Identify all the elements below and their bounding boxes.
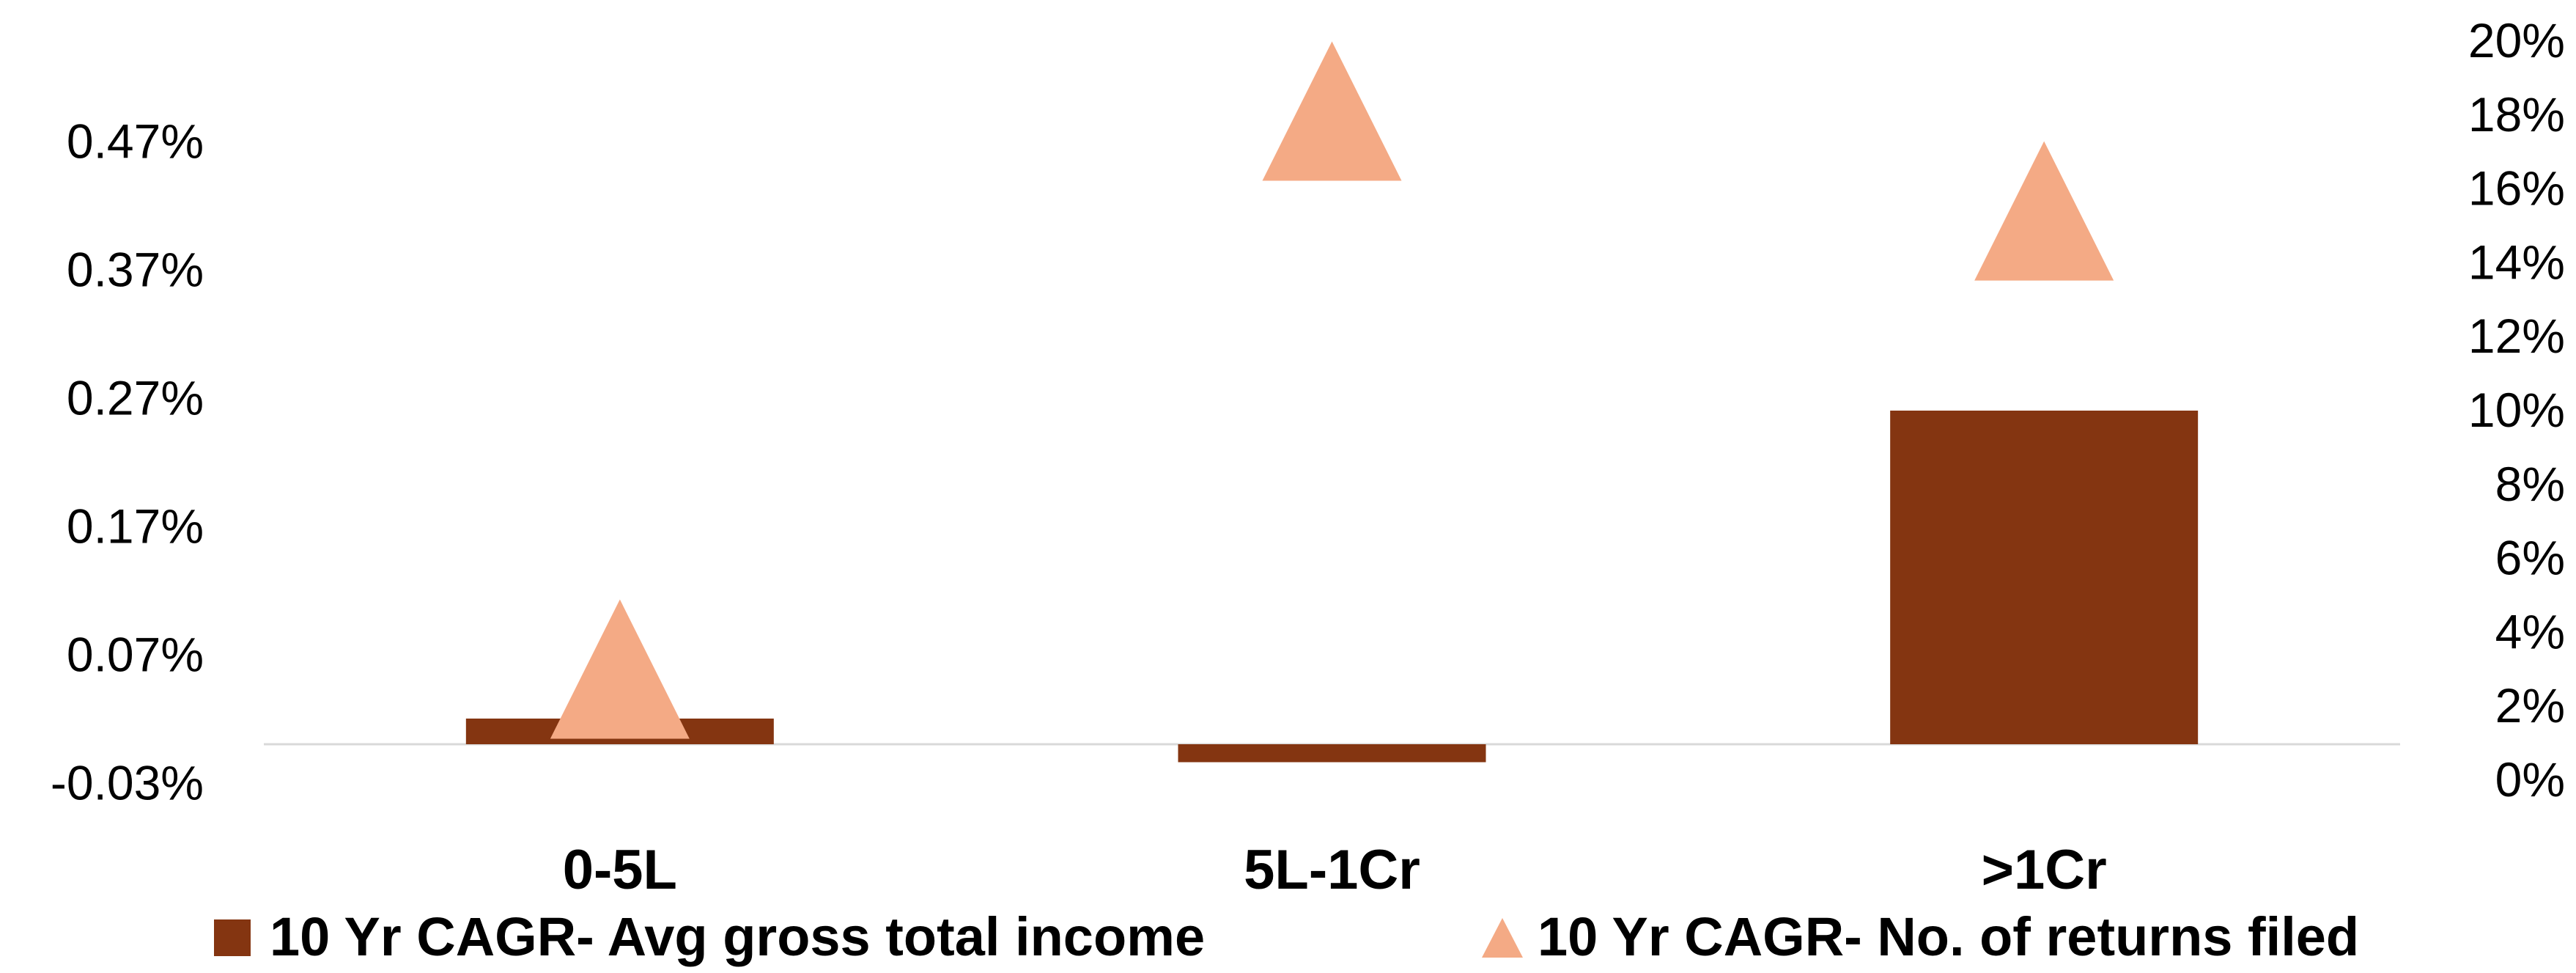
legend-label-triangle: 10 Yr CAGR- No. of returns filed <box>1538 906 2359 967</box>
bar <box>1890 411 2199 744</box>
legend: 10 Yr CAGR- Avg gross total income 10 Yr… <box>214 906 2359 967</box>
category-label: >1Cr <box>1982 839 2107 901</box>
right-tick-label: 20% <box>2468 13 2565 67</box>
left-tick-label: 0.07% <box>67 628 204 682</box>
legend-swatch-bar <box>214 919 251 956</box>
left-tick-label: 0.27% <box>67 371 204 425</box>
left-axis: 0.47% 0.37% 0.27% 0.17% 0.07% -0.03% <box>51 114 204 810</box>
triangle-point <box>550 599 690 739</box>
triangle-point <box>1974 141 2114 281</box>
triangle-point <box>1262 41 1402 181</box>
right-tick-label: 10% <box>2468 383 2565 437</box>
right-axis: 20% 18% 16% 14% 12% 10% 8% 6% 4% 2% 0% <box>2468 13 2565 807</box>
bar-series <box>465 411 2199 763</box>
bar <box>1178 744 1486 763</box>
right-tick-label: 14% <box>2468 235 2565 289</box>
right-tick-label: 18% <box>2468 87 2565 142</box>
category-label: 5L-1Cr <box>1244 839 1420 901</box>
right-tick-label: 8% <box>2495 457 2565 511</box>
left-tick-label: 0.37% <box>67 243 204 297</box>
left-tick-label: 0.47% <box>67 114 204 169</box>
left-tick-label: -0.03% <box>51 756 204 810</box>
legend-label-bar: 10 Yr CAGR- Avg gross total income <box>270 906 1205 967</box>
right-tick-label: 4% <box>2495 604 2565 658</box>
right-tick-label: 2% <box>2495 678 2565 732</box>
category-label: 0-5L <box>563 839 677 901</box>
right-tick-label: 0% <box>2495 752 2565 807</box>
legend-swatch-triangle <box>1482 918 1523 958</box>
right-tick-label: 12% <box>2468 309 2565 363</box>
category-axis: 0-5L 5L-1Cr >1Cr <box>563 839 2107 901</box>
left-tick-label: 0.17% <box>67 499 204 554</box>
triangle-series <box>550 41 2114 739</box>
right-tick-label: 16% <box>2468 161 2565 216</box>
right-tick-label: 6% <box>2495 531 2565 585</box>
